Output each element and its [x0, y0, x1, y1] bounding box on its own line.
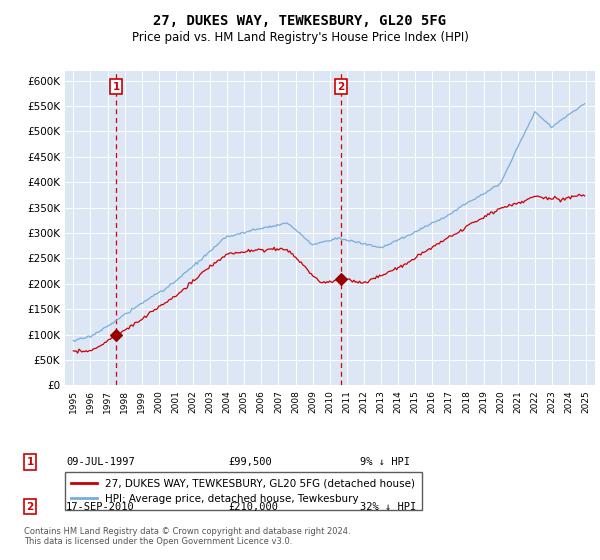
Text: 2: 2 — [337, 82, 345, 92]
Point — [111, 330, 121, 339]
Text: 2: 2 — [26, 502, 34, 512]
Legend: 27, DUKES WAY, TEWKESBURY, GL20 5FG (detached house), HPI: Average price, detach: 27, DUKES WAY, TEWKESBURY, GL20 5FG (det… — [65, 472, 422, 510]
Text: 32% ↓ HPI: 32% ↓ HPI — [360, 502, 416, 512]
Text: 1: 1 — [26, 457, 34, 467]
Text: 9% ↓ HPI: 9% ↓ HPI — [360, 457, 410, 467]
Text: Price paid vs. HM Land Registry's House Price Index (HPI): Price paid vs. HM Land Registry's House … — [131, 31, 469, 44]
Text: 09-JUL-1997: 09-JUL-1997 — [66, 457, 135, 467]
Point — [336, 274, 346, 283]
Text: 1: 1 — [112, 82, 119, 92]
Text: 17-SEP-2010: 17-SEP-2010 — [66, 502, 135, 512]
Text: £99,500: £99,500 — [228, 457, 272, 467]
Text: Contains HM Land Registry data © Crown copyright and database right 2024.
This d: Contains HM Land Registry data © Crown c… — [24, 526, 350, 546]
Text: 27, DUKES WAY, TEWKESBURY, GL20 5FG: 27, DUKES WAY, TEWKESBURY, GL20 5FG — [154, 14, 446, 28]
Text: £210,000: £210,000 — [228, 502, 278, 512]
